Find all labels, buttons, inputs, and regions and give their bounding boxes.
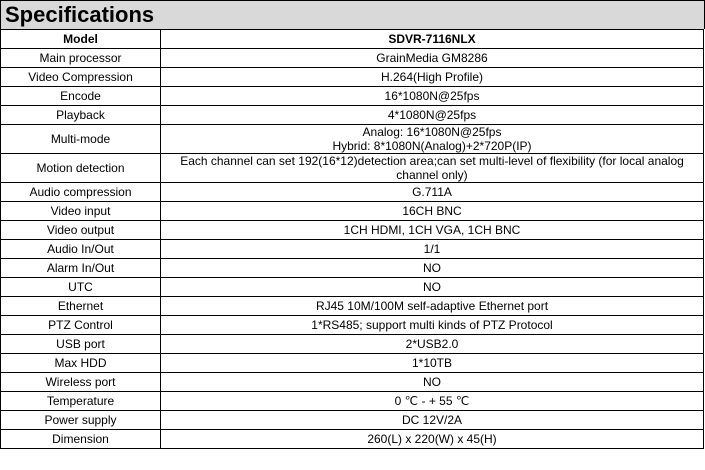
table-row: Main processor GrainMedia GM8286 [0,48,704,68]
spec-value: NO [160,277,704,297]
table-row: Video input 16CH BNC [0,201,704,221]
spec-value: NO [160,372,704,392]
spec-label: Alarm In/Out [0,258,161,278]
spec-label: Wireless port [0,372,161,392]
table-row: Audio In/Out 1/1 [0,239,704,259]
table-row: Power supply DC 12V/2A [0,410,704,430]
spec-label: Power supply [0,410,161,430]
table-row: Multi-mode Analog: 16*1080N@25fps Hybrid: … [0,124,704,154]
spec-label: Max HDD [0,353,161,373]
spec-value: 1*RS485; support multi kinds of PTZ Prot… [160,315,704,335]
spec-label: Video Compression [0,67,161,87]
spec-value: DC 12V/2A [160,410,704,430]
table-row: Video output 1CH HDMI, 1CH VGA, 1CH BNC [0,220,704,240]
spec-label: Encode [0,86,161,106]
table-row: Dimension 260(L) x 220(W) x 45(H) [0,429,704,449]
value-line: Analog: 16*1080N@25fps [362,125,502,139]
spec-value: 1*10TB [160,353,704,373]
spec-label: Dimension [0,429,161,449]
spec-label: Audio In/Out [0,239,161,259]
spec-value: Each channel can set 192(16*12)detection… [160,153,704,183]
spec-value: 1/1 [160,239,704,259]
value-line: Hybrid: 8*1080N(Analog)+2*720P(IP) [332,139,532,153]
spec-value: 16*1080N@25fps [160,86,704,106]
spec-label: Video output [0,220,161,240]
table-row: PTZ Control 1*RS485; support multi kinds … [0,315,704,335]
spec-value: 1CH HDMI, 1CH VGA, 1CH BNC [160,220,704,240]
spec-value: G.711A [160,182,704,202]
spec-label: Main processor [0,48,161,68]
spec-value: GrainMedia GM8286 [160,48,704,68]
spec-label: Audio compression [0,182,161,202]
spec-value: Analog: 16*1080N@25fps Hybrid: 8*1080N(An… [160,124,704,154]
table-row: Ethernet RJ45 10M/100M self-adaptive Ethe… [0,296,704,316]
spec-table: Model SDVR-7116NLX Main processor GrainMedi… [0,29,704,449]
spec-label: Model [0,29,161,49]
table-row: Max HDD 1*10TB [0,353,704,373]
spec-label: USB port [0,334,161,354]
spec-label: Motion detection [0,153,161,183]
spec-value: 16CH BNC [160,201,704,221]
spec-label: PTZ Control [0,315,161,335]
spec-value: 0 ℃ - + 55 ℃ [160,391,704,411]
table-row: UTC NO [0,277,704,297]
table-row: Audio compression G.711A [0,182,704,202]
table-row: Temperature 0 ℃ - + 55 ℃ [0,391,704,411]
spec-label: Ethernet [0,296,161,316]
spec-value: 260(L) x 220(W) x 45(H) [160,429,704,449]
table-row: Video Compression H.264(High Profile) [0,67,704,87]
spec-label: Temperature [0,391,161,411]
spec-value: RJ45 10M/100M self-adaptive Ethernet por… [160,296,704,316]
table-row: USB port 2*USB2.0 [0,334,704,354]
table-row: Playback 4*1080N@25fps [0,105,704,125]
spec-label: UTC [0,277,161,297]
table-row: Alarm In/Out NO [0,258,704,278]
table-row: Motion detection Each channel can set 192… [0,153,704,183]
spec-value: 4*1080N@25fps [160,105,704,125]
spec-value: H.264(High Profile) [160,67,704,87]
spec-label: Video input [0,201,161,221]
spec-value: SDVR-7116NLX [160,29,704,49]
spec-value: 2*USB2.0 [160,334,704,354]
title: Specifications [0,0,705,29]
spec-label: Playback [0,105,161,125]
table-row: Wireless port NO [0,372,704,392]
table-row: Encode 16*1080N@25fps [0,86,704,106]
spec-label: Multi-mode [0,124,161,154]
spec-value: NO [160,258,704,278]
table-row: Model SDVR-7116NLX [0,29,704,49]
